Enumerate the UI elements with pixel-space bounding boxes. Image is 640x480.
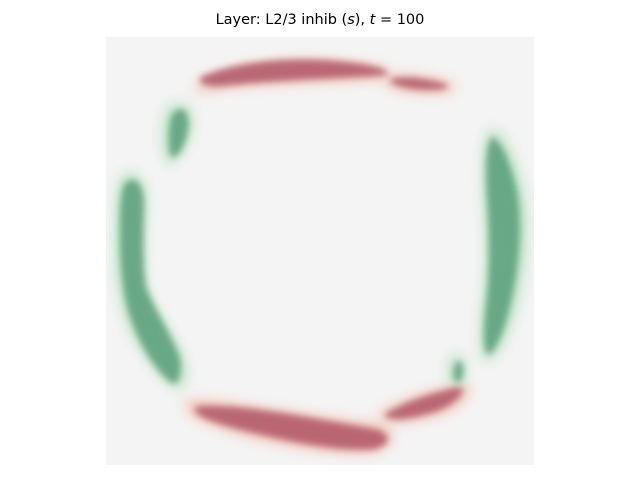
title-tvar: t	[369, 12, 376, 28]
blob-left-upper	[168, 109, 189, 158]
activity-heatmap	[106, 37, 534, 465]
figure-title: Layer: L2/3 inhib (s), t = 100	[0, 12, 640, 28]
heatmap-background	[106, 37, 534, 465]
blob-top	[199, 59, 388, 87]
excitatory-blobs	[120, 109, 520, 384]
title-var: s	[347, 12, 355, 28]
inhibitory-blobs	[195, 59, 463, 450]
blob-right	[484, 137, 520, 355]
blob-left	[120, 179, 181, 384]
blob-bottom	[195, 406, 388, 450]
title-middle: ),	[354, 12, 370, 28]
blob-bottom-right-green	[453, 360, 464, 383]
blob-bottom-right	[384, 387, 463, 420]
title-suffix: = 100	[375, 12, 425, 28]
title-prefix: Layer: L2/3 inhib (	[215, 12, 348, 28]
blob-top-right	[390, 77, 449, 90]
